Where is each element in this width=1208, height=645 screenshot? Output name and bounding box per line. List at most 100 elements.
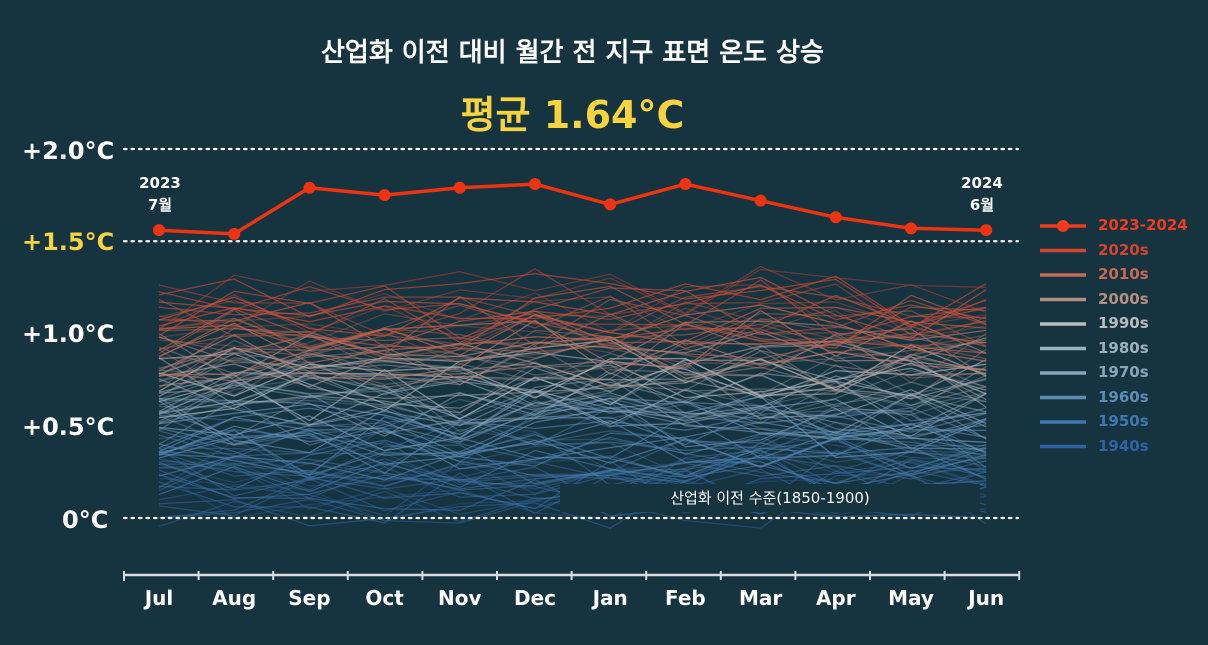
data-point	[679, 178, 692, 191]
historical-line	[158, 388, 987, 443]
legend-swatch-marker	[1057, 220, 1069, 232]
historical-line	[158, 379, 987, 431]
chart-subtitle: 평균 1.64°C	[460, 93, 685, 137]
historical-line	[158, 348, 987, 400]
legend-label: 2023-2024	[1098, 216, 1188, 234]
series-line	[158, 182, 987, 236]
historical-line	[158, 287, 987, 344]
historical-line	[158, 352, 987, 398]
historical-line	[158, 392, 987, 437]
historical-line	[158, 372, 987, 430]
data-point	[303, 181, 316, 194]
legend-label: 1940s	[1098, 436, 1149, 455]
historical-line	[158, 395, 987, 437]
historical-line	[158, 400, 987, 458]
historical-line	[158, 428, 987, 481]
historical-line	[158, 314, 987, 375]
historical-line	[158, 331, 987, 387]
x-tick-label: Aug	[212, 586, 257, 610]
gridlines	[122, 147, 1020, 520]
historical-line	[158, 295, 987, 357]
historical-line	[158, 413, 987, 473]
historical-line	[158, 268, 987, 328]
historical-line	[158, 355, 987, 414]
historical-line	[158, 361, 987, 421]
historical-line	[158, 398, 987, 447]
historical-line	[158, 361, 987, 424]
historical-line	[158, 430, 987, 469]
x-tick-label: Dec	[513, 586, 557, 610]
start-label: 2023 7월	[125, 172, 195, 216]
historical-line	[158, 301, 987, 348]
historical-line	[158, 358, 987, 422]
start-year: 2023	[139, 174, 181, 192]
historical-line	[158, 390, 987, 445]
historical-line	[158, 319, 987, 380]
historical-line	[158, 390, 987, 446]
x-tick-label: Sep	[288, 586, 331, 610]
historical-line	[158, 430, 987, 485]
historical-line	[158, 387, 987, 438]
x-tick-label: Apr	[815, 586, 856, 610]
historical-line	[158, 434, 987, 481]
x-tick-label: Jan	[592, 586, 628, 610]
data-point	[829, 211, 842, 224]
x-tick-label: Mar	[738, 586, 783, 610]
historical-line	[158, 276, 987, 340]
data-point	[529, 178, 541, 191]
historical-line	[158, 368, 987, 426]
x-tick-label: Feb	[665, 586, 706, 610]
historical-line	[158, 322, 987, 389]
x-tick-label: Jun	[968, 586, 1005, 610]
historical-line	[158, 320, 987, 365]
data-point	[228, 227, 241, 240]
historical-line	[158, 285, 987, 351]
x-tick-label: Jul	[144, 586, 174, 610]
historical-line	[158, 429, 987, 486]
start-month: 7월	[147, 196, 173, 214]
historical-line	[158, 294, 987, 341]
historical-line	[158, 390, 987, 452]
baseline-label: 산업화 이전 수준(1850-1900)	[560, 484, 980, 512]
data-point	[453, 181, 466, 194]
legend-label: 1990s	[1098, 314, 1149, 332]
end-label: 2024 6월	[947, 172, 1017, 216]
historical-line	[158, 313, 987, 377]
historical-line	[158, 405, 987, 455]
chart-title: 산업화 이전 대비 월간 전 지구 표면 온도 상승	[321, 38, 824, 68]
legend-label: 2000s	[1098, 289, 1149, 308]
legend-label: 1970s	[1098, 363, 1149, 381]
series-2023-2024	[153, 178, 993, 240]
historical-line	[158, 429, 987, 477]
historical-line	[158, 350, 987, 407]
y-tick-label-1.5: +1.5°C	[22, 228, 115, 256]
historical-line	[158, 320, 987, 382]
historical-line	[158, 304, 987, 364]
x-tick-label: Nov	[438, 586, 482, 610]
end-month: 6월	[969, 196, 995, 214]
historical-line	[158, 279, 987, 338]
x-tick-label: May	[888, 586, 934, 610]
data-point	[980, 224, 993, 237]
data-point	[604, 198, 617, 211]
data-point	[153, 224, 165, 237]
historical-line	[158, 284, 987, 340]
legend-label: 1980s	[1098, 338, 1149, 357]
y-tick-label-1.0: +1.0°C	[22, 320, 115, 348]
historical-line	[158, 450, 987, 507]
legend-label: 1950s	[1098, 412, 1149, 430]
historical-line	[158, 340, 987, 388]
historical-line	[158, 273, 987, 329]
x-tick-label: Oct	[365, 586, 404, 610]
historical-line	[158, 298, 987, 346]
historical-line	[158, 378, 987, 441]
historical-line	[158, 397, 987, 454]
historical-line	[158, 265, 987, 331]
x-axis	[123, 571, 1021, 581]
historical-line	[158, 346, 987, 400]
end-year: 2024	[961, 174, 1003, 192]
historical-line	[158, 294, 987, 339]
historical-line	[158, 284, 987, 340]
historical-line	[158, 309, 987, 376]
